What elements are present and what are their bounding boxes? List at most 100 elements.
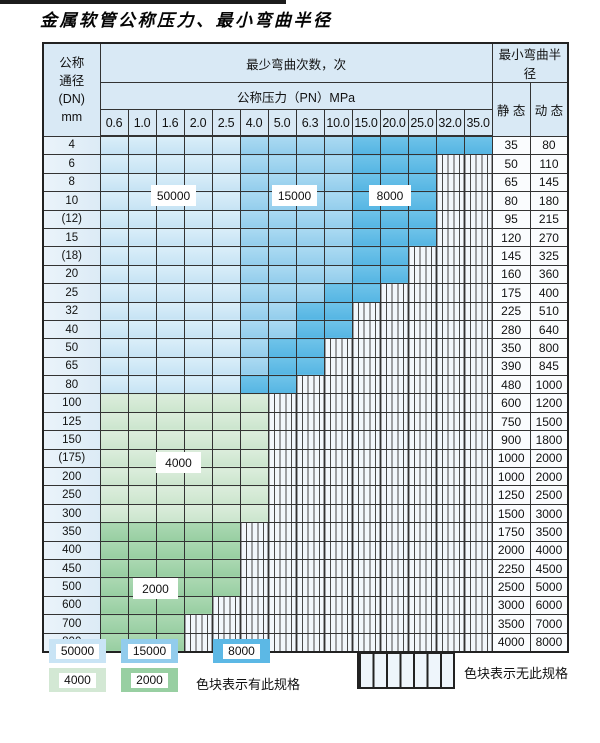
no-spec-cell [435,430,465,450]
spec-cell [323,283,353,303]
no-spec-cell [183,632,213,653]
spec-cell [127,338,157,358]
no-spec-cell [267,595,297,616]
row-dn-700: 700 3500 7000 [42,614,569,634]
spec-cell [99,338,129,358]
row-dn-500: 500 2500 5000 [42,577,569,597]
static-radius-cell: 80 [491,191,531,211]
no-spec-cell [239,577,269,597]
spec-cell [211,227,241,248]
pressure-col-20.0: 20.0 [379,109,409,137]
spec-cell [127,411,157,432]
spec-cell [295,154,325,174]
pressure-col-10.0: 10.0 [323,109,353,137]
spec-cell [127,319,157,340]
no-spec-cell [435,393,465,413]
spec-cell [267,154,297,174]
dn-cell: 450 [42,558,101,579]
spec-cell [211,448,241,469]
legend-not-exists-text: 色块表示无此规格 [464,666,569,681]
no-spec-cell [295,485,325,505]
spec-cell [183,375,213,395]
spec-cell [463,135,493,156]
dn-cell: 350 [42,522,101,542]
overlay-label-50000: 50000 [151,185,196,206]
spec-cell [183,209,213,229]
spec-cell [211,154,241,174]
legend-swatch-label: 2000 [131,672,168,688]
spec-cell [239,448,269,469]
spec-cell [183,154,213,174]
spec-cell [323,191,353,211]
no-spec-cell [239,522,269,542]
spec-cell [267,264,297,285]
no-spec-cell [463,246,493,266]
dn-cell: 150 [42,430,101,450]
spec-cell [239,246,269,266]
no-spec-cell [267,558,297,579]
dn-column-header: 公称 通径 (DN) mm [42,42,101,137]
dynamic-radius-cell: 1000 [529,375,569,395]
no-spec-cell [435,209,465,229]
static-radius-cell: 175 [491,283,531,303]
static-radius-cell: 1500 [491,503,531,524]
no-spec-cell [351,595,381,616]
no-spec-cell [379,393,409,413]
dn-cell: 25 [42,283,101,303]
no-spec-cell [435,283,465,303]
spec-cell [127,485,157,505]
spec-cell [211,264,241,285]
legend-swatch-8000: 8000 [213,639,270,663]
dn-cell: 8 [42,172,101,193]
legend-swatch-15000: 15000 [121,639,178,663]
no-spec-cell [351,614,381,634]
dynamic-radius-cell: 7000 [529,614,569,634]
no-spec-cell [435,301,465,321]
static-radius-cell: 35 [491,135,531,156]
row-dn-100: 100 600 1200 [42,393,569,413]
dn-cell: 125 [42,411,101,432]
dynamic-radius-cell: 6000 [529,595,569,616]
no-spec-cell [435,338,465,358]
pressure-col-1.0: 1.0 [127,109,157,137]
spec-cell [99,283,129,303]
row-dn-150: 150 900 1800 [42,430,569,450]
spec-cell [99,172,129,193]
spec-cell [211,172,241,193]
spec-cell [183,430,213,450]
pressure-col-0.6: 0.6 [99,109,129,137]
no-spec-cell [211,595,241,616]
spec-cell [211,209,241,229]
dynamic-radius-cell: 110 [529,154,569,174]
spec-cell [155,540,185,560]
no-spec-cell [351,301,381,321]
no-spec-cell [463,283,493,303]
spec-cell [211,319,241,340]
static-radius-cell: 95 [491,209,531,229]
spec-cell [127,172,157,193]
spec-cell [183,595,213,616]
static-radius-cell: 3500 [491,614,531,634]
no-spec-cell [435,558,465,579]
dynamic-radius-cell: 2000 [529,448,569,469]
spec-cell [211,135,241,156]
spec-cell [155,356,185,377]
row-dn-40: 40 280 640 [42,319,569,340]
spec-cell [99,411,129,432]
spec-cell [155,135,185,156]
no-spec-cell [295,467,325,487]
no-spec-cell [323,503,353,524]
dynamic-radius-cell: 640 [529,319,569,340]
spec-cell [435,135,465,156]
hose-spec-table: 公称 通径 (DN) mm 最少弯曲次数，次 最小弯曲半径 公称压力（PN）MP… [42,42,570,653]
spec-cell [267,375,297,395]
bend-times-header: 最少弯曲次数，次 [99,42,493,83]
no-spec-cell [435,503,465,524]
dn-cell: 4 [42,135,101,156]
spec-cell [183,264,213,285]
spec-cell [295,356,325,377]
no-spec-cell [379,319,409,340]
static-header: 静 态 [491,82,531,137]
pressure-col-4.0: 4.0 [239,109,269,137]
spec-cell [183,356,213,377]
